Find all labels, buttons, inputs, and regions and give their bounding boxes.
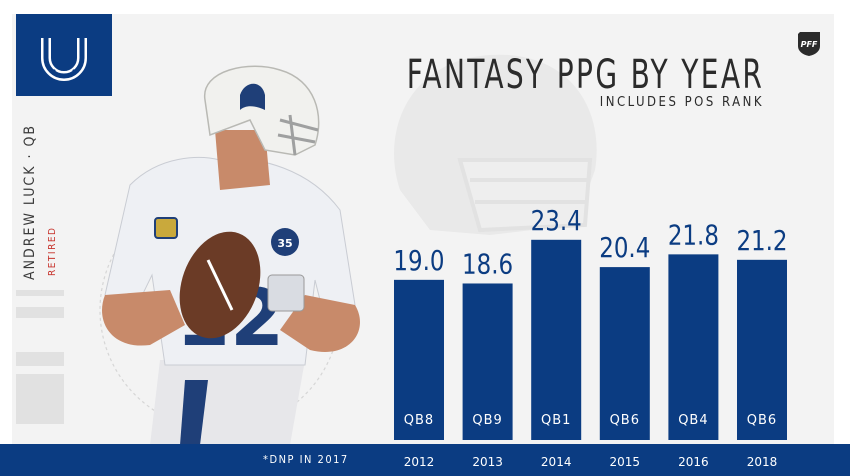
decorative-block	[16, 307, 64, 318]
x-tick-label-2014: 2014	[541, 455, 572, 469]
rank-label-2016: QB4	[678, 413, 708, 428]
value-label-2014: 23.4	[531, 205, 582, 238]
decorative-block	[16, 352, 64, 366]
bar-2012	[394, 279, 444, 440]
bar-2013	[462, 283, 513, 440]
decorative-block	[16, 290, 64, 296]
bar-2018	[737, 259, 787, 440]
rank-label-2013: QB9	[472, 413, 502, 428]
player-photo: 12 35	[99, 65, 360, 445]
footnote: *DNP IN 2017	[263, 453, 349, 466]
chart-title: FANTASY PPG BY YEAR	[406, 52, 764, 98]
svg-text:35: 35	[277, 237, 292, 250]
chart-subtitle: INCLUDES POS RANK	[599, 95, 764, 110]
pff-logo-icon: PFF	[798, 32, 820, 56]
svg-text:PFF: PFF	[801, 40, 818, 49]
rank-label-2012: QB8	[404, 413, 434, 428]
footer-bar	[0, 444, 850, 476]
bar-2015	[599, 267, 650, 440]
value-label-2016: 21.8	[668, 219, 719, 252]
rank-label-2015: QB6	[610, 413, 640, 428]
x-tick-label-2013: 2013	[472, 455, 503, 469]
x-tick-label-2015: 2015	[610, 455, 641, 469]
ghost-helmet-watermark	[394, 54, 597, 235]
value-label-2018: 21.2	[736, 225, 787, 258]
x-tick-label-2016: 2016	[678, 455, 709, 469]
x-tick-label-2018: 2018	[747, 455, 778, 469]
value-label-2012: 19.0	[393, 245, 444, 278]
bar-2014	[531, 239, 582, 440]
value-label-2013: 18.6	[462, 248, 513, 281]
rank-label-2014: QB1	[541, 413, 571, 428]
bar-2016	[668, 254, 719, 440]
rank-label-2018: QB6	[747, 413, 777, 428]
value-label-2015: 20.4	[599, 232, 650, 265]
horseshoe-icon	[41, 38, 87, 81]
team-logo	[16, 14, 112, 96]
decorative-block	[16, 374, 64, 424]
x-tick-label-2012: 2012	[404, 455, 435, 469]
